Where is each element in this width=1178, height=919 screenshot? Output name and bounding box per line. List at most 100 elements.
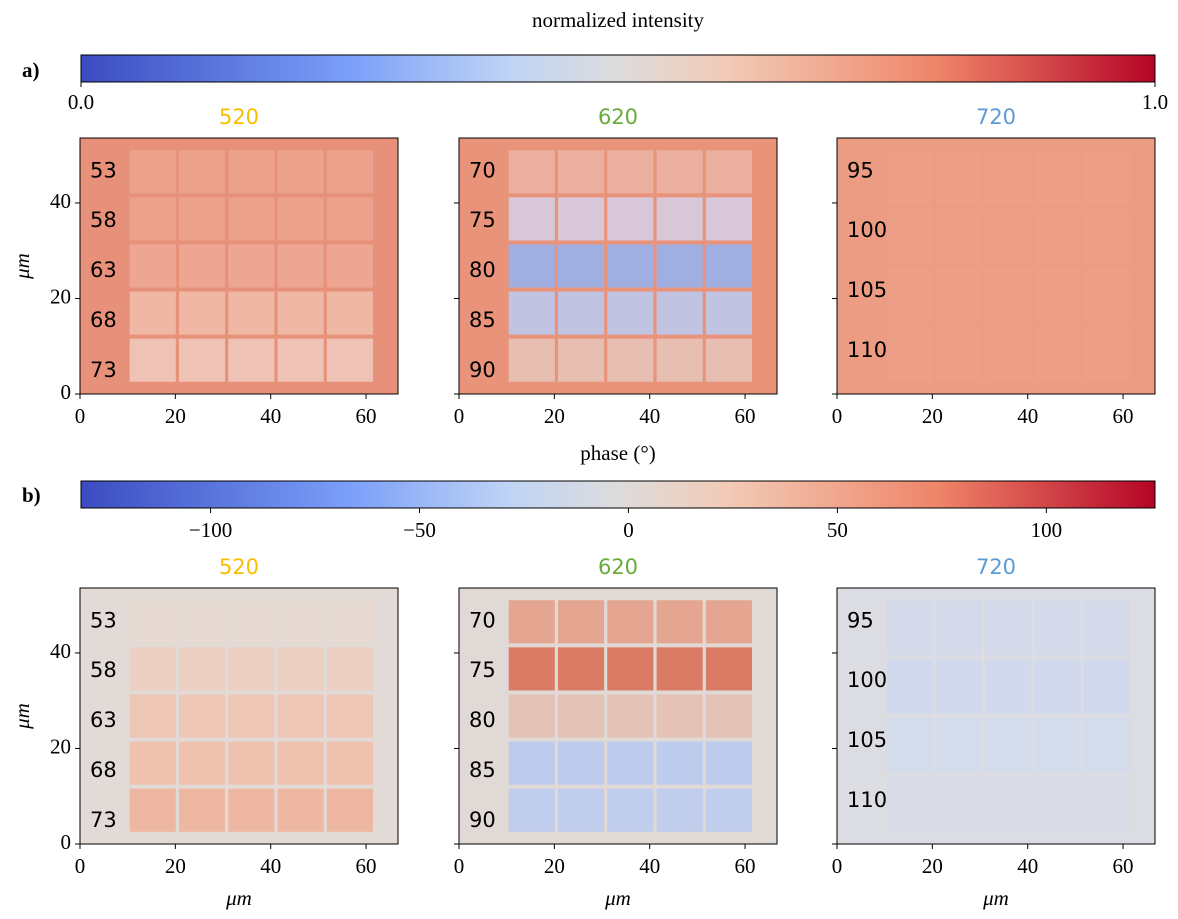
map-cell — [508, 741, 555, 785]
map-cell — [705, 338, 752, 382]
map-cell — [326, 197, 373, 241]
map-cell — [886, 718, 933, 773]
map-cell — [508, 197, 555, 241]
map-cell — [607, 244, 654, 288]
colorbar — [80, 54, 1156, 83]
map-cell — [656, 741, 703, 785]
map-cell — [607, 150, 654, 194]
x-tick-label: 60 — [735, 404, 756, 428]
x-tick-label: 0 — [75, 404, 86, 428]
map-cell — [607, 788, 654, 832]
colorbar-tick-label: 0.0 — [68, 90, 94, 114]
map-cell — [1034, 600, 1081, 656]
map-cell — [178, 788, 226, 832]
row-label: 105 — [847, 728, 887, 752]
map-cell — [1034, 268, 1081, 323]
map-cell — [1083, 600, 1130, 656]
x-tick-label: 60 — [1113, 854, 1134, 878]
map-cell — [886, 659, 933, 714]
axes-frame — [458, 587, 778, 845]
map-cell — [607, 741, 654, 785]
map-cell — [326, 338, 373, 382]
map-cell — [886, 776, 933, 832]
subplot-title: 520 — [219, 555, 259, 579]
x-tick-label: 60 — [735, 854, 756, 878]
map-cell — [129, 647, 176, 691]
map-cell — [935, 326, 983, 382]
map-cell — [508, 244, 555, 288]
subplot-title: 720 — [976, 105, 1016, 129]
map-cell — [935, 150, 983, 206]
map-cell — [228, 600, 275, 644]
subplot-title: 620 — [598, 105, 638, 129]
map-cell — [129, 788, 176, 832]
map-cell — [228, 647, 275, 691]
row-label: 68 — [90, 758, 117, 782]
map-cell — [508, 338, 555, 382]
map-cell — [935, 659, 983, 714]
row-label: 80 — [469, 708, 496, 732]
axes-frame — [458, 137, 778, 395]
x-tick-label: 60 — [356, 404, 377, 428]
map-cell — [129, 694, 176, 738]
map-cell — [326, 647, 373, 691]
map-cell — [178, 741, 226, 785]
x-tick-label: 20 — [544, 854, 565, 878]
subplot-title: 720 — [976, 555, 1016, 579]
row-label: 95 — [847, 158, 874, 182]
map-cell — [326, 788, 373, 832]
row-label: 63 — [90, 708, 117, 732]
map-cell — [1083, 268, 1130, 323]
row-label: 75 — [469, 208, 496, 232]
row-label: 85 — [469, 308, 496, 332]
map-cell — [607, 197, 654, 241]
map-cell — [985, 600, 1032, 656]
map-cell — [1034, 209, 1081, 264]
map-cell — [656, 150, 703, 194]
x-tick-label: 20 — [165, 854, 186, 878]
map-cell — [656, 788, 703, 832]
map-cell — [129, 291, 176, 335]
map-cell — [178, 694, 226, 738]
row-label: 70 — [469, 158, 496, 182]
y-tick-label: 0 — [61, 380, 72, 404]
map-cell — [277, 150, 324, 194]
x-tick-label: 0 — [832, 854, 843, 878]
map-cell — [935, 718, 983, 773]
x-axis-label: μm — [604, 886, 631, 910]
map-cell — [129, 197, 176, 241]
row-label: 90 — [469, 808, 496, 832]
map-cell — [935, 268, 983, 323]
map-cell — [508, 788, 555, 832]
map-cell — [656, 197, 703, 241]
colorbar — [80, 480, 1156, 509]
row-label: 63 — [90, 258, 117, 282]
map-cell — [656, 244, 703, 288]
row-label: 53 — [90, 158, 117, 182]
map-cell — [557, 741, 605, 785]
map-cell — [326, 741, 373, 785]
axes-frame — [836, 137, 1156, 395]
map-cell — [326, 150, 373, 194]
map-cell — [557, 150, 605, 194]
map-cell — [886, 150, 933, 206]
x-axis-label: μm — [225, 886, 252, 910]
map-cell — [886, 326, 933, 382]
x-tick-label: 20 — [165, 404, 186, 428]
colorbar-tick-label: 100 — [1031, 518, 1063, 542]
row-label: 68 — [90, 308, 117, 332]
map-cell — [1034, 776, 1081, 832]
map-cell — [228, 694, 275, 738]
map-cell — [228, 150, 275, 194]
map-cell — [557, 338, 605, 382]
map-cell — [1083, 209, 1130, 264]
map-cell — [277, 338, 324, 382]
map-cell — [129, 244, 176, 288]
colorbar-tick-label: −50 — [403, 518, 436, 542]
map-cell — [178, 338, 226, 382]
map-cell — [607, 291, 654, 335]
x-tick-label: 40 — [260, 404, 281, 428]
map-cell — [1034, 326, 1081, 382]
x-tick-label: 0 — [832, 404, 843, 428]
map-cell — [886, 600, 933, 656]
